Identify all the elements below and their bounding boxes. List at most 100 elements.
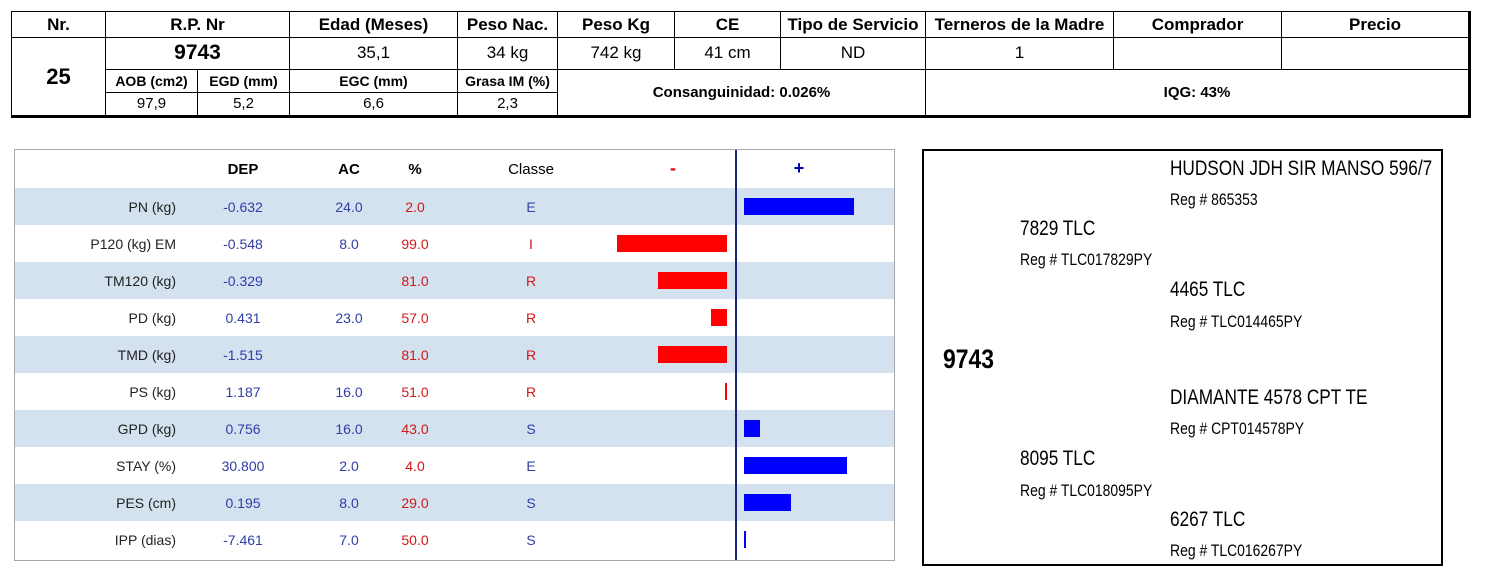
dep-row: STAY (%) 30.800 2.0 4.0 E bbox=[15, 447, 894, 484]
dam-name: 8095 TLC bbox=[1020, 447, 1096, 470]
dep-value: 1.187 bbox=[225, 384, 261, 400]
negative-bar bbox=[657, 346, 727, 363]
egd-value: 5,2 bbox=[197, 91, 290, 119]
trait-label: IPP (dias) bbox=[114, 532, 176, 548]
terneros-value: 1 bbox=[925, 37, 1114, 70]
classe-value: E bbox=[526, 458, 536, 474]
negative-bar bbox=[617, 235, 727, 252]
pedigree-panel: HUDSON JDH SIR MANSO 596/7 Reg # 865353 … bbox=[922, 149, 1443, 566]
positive-bar bbox=[744, 198, 854, 215]
classe-value: S bbox=[526, 495, 536, 511]
pct-value: 4.0 bbox=[405, 458, 425, 474]
dep-value: -0.548 bbox=[223, 236, 263, 252]
dep-value: 30.800 bbox=[221, 458, 265, 474]
comprador-value bbox=[1113, 37, 1282, 70]
classe-value: I bbox=[529, 236, 533, 252]
chart-zero-axis bbox=[735, 150, 737, 560]
classe-value: S bbox=[526, 532, 536, 548]
dam-sire-reg: Reg # CPT014578PY bbox=[1170, 419, 1305, 438]
dep-row: TM120 (kg) -0.329 81.0 R bbox=[15, 262, 894, 299]
rp-value: 9743 bbox=[105, 37, 290, 70]
dep-value: 0.431 bbox=[225, 310, 261, 326]
ac-value: 16.0 bbox=[335, 421, 363, 437]
animal-summary-table: Nr. R.P. Nr Edad (Meses) Peso Nac. Peso … bbox=[11, 10, 1471, 119]
plus-header: + bbox=[793, 158, 805, 178]
peso-nac-value: 34 kg bbox=[457, 37, 558, 70]
ce-header: CE bbox=[674, 10, 781, 39]
trait-label: PS (kg) bbox=[129, 384, 176, 400]
nr-header: Nr. bbox=[11, 10, 106, 39]
peso-nac-header: Peso Nac. bbox=[457, 10, 558, 39]
dep-row: PS (kg) 1.187 16.0 51.0 R bbox=[15, 373, 894, 410]
dam-reg: Reg # TLC018095PY bbox=[1020, 481, 1153, 500]
positive-bar bbox=[744, 420, 760, 437]
sire-sire-reg: Reg # 865353 bbox=[1170, 190, 1258, 209]
minus-header: - bbox=[670, 158, 676, 178]
trait-label: STAY (%) bbox=[116, 458, 176, 474]
pct-value: 50.0 bbox=[401, 532, 429, 548]
trait-label: PES (cm) bbox=[116, 495, 176, 511]
trait-label: TMD (kg) bbox=[117, 347, 176, 363]
positive-bar bbox=[744, 531, 747, 548]
classe-value: R bbox=[525, 347, 537, 363]
edad-header: Edad (Meses) bbox=[289, 10, 458, 39]
pct-value: 99.0 bbox=[401, 236, 429, 252]
dep-row: P120 (kg) EM -0.548 8.0 99.0 I bbox=[15, 225, 894, 262]
negative-bar bbox=[657, 272, 727, 289]
sire-dam-name: 4465 TLC bbox=[1170, 278, 1246, 301]
positive-bar bbox=[744, 494, 792, 511]
tipo-servicio-value: ND bbox=[780, 37, 926, 70]
aob-value: 97,9 bbox=[105, 91, 198, 119]
sire-sire-name: HUDSON JDH SIR MANSO 596/7 bbox=[1170, 157, 1433, 180]
pct-value: 2.0 bbox=[405, 199, 425, 215]
ac-value: 24.0 bbox=[335, 199, 363, 215]
classe-value: R bbox=[525, 310, 537, 326]
ac-value: 23.0 bbox=[335, 310, 363, 326]
dep-row: PES (cm) 0.195 8.0 29.0 S bbox=[15, 484, 894, 521]
iqg-value: IQG: 43% bbox=[925, 68, 1471, 119]
aob-header: AOB (cm2) bbox=[105, 68, 198, 93]
dep-value: -7.461 bbox=[223, 532, 263, 548]
peso-kg-header: Peso Kg bbox=[557, 10, 675, 39]
dam-dam-name: 6267 TLC bbox=[1170, 508, 1246, 531]
rp-header: R.P. Nr bbox=[105, 10, 290, 39]
dep-value: -0.329 bbox=[223, 273, 263, 289]
dep-rows: PN (kg) -0.632 24.0 2.0 E P120 (kg) EM -0.548 8… bbox=[15, 188, 894, 558]
dep-row: IPP (dias) -7.461 7.0 50.0 S bbox=[15, 521, 894, 558]
trait-label: PN (kg) bbox=[128, 199, 176, 215]
dep-value: 0.756 bbox=[225, 421, 261, 437]
nr-value: 25 bbox=[11, 37, 106, 118]
dep-value: -0.632 bbox=[223, 199, 263, 215]
subject-id: 9743 bbox=[943, 344, 995, 374]
egc-value: 6,6 bbox=[289, 91, 458, 119]
dep-chart-header: DEP AC % Classe - + bbox=[15, 150, 894, 188]
ce-value: 41 cm bbox=[674, 37, 781, 70]
precio-header: Precio bbox=[1281, 10, 1471, 39]
dep-row: PN (kg) -0.632 24.0 2.0 E bbox=[15, 188, 894, 225]
dam-sire-name: DIAMANTE 4578 CPT TE bbox=[1170, 386, 1368, 409]
trait-label: PD (kg) bbox=[128, 310, 176, 326]
dep-value: -1.515 bbox=[223, 347, 263, 363]
classe-value: R bbox=[525, 384, 537, 400]
precio-value bbox=[1281, 37, 1471, 70]
pct-value: 43.0 bbox=[401, 421, 429, 437]
edad-value: 35,1 bbox=[289, 37, 458, 70]
classe-value: R bbox=[525, 273, 537, 289]
ac-value: 8.0 bbox=[339, 236, 359, 252]
pct-value: 57.0 bbox=[401, 310, 429, 326]
peso-kg-value: 742 kg bbox=[557, 37, 675, 70]
classe-value: E bbox=[526, 199, 536, 215]
ac-value: 8.0 bbox=[339, 495, 359, 511]
ac-value: 2.0 bbox=[339, 458, 359, 474]
tipo-servicio-header: Tipo de Servicio bbox=[780, 10, 926, 39]
classe-column-header: Classe bbox=[508, 161, 554, 178]
dep-row: TMD (kg) -1.515 81.0 R bbox=[15, 336, 894, 373]
dep-value: 0.195 bbox=[225, 495, 261, 511]
egc-header: EGC (mm) bbox=[289, 68, 458, 93]
negative-bar bbox=[724, 383, 727, 400]
negative-bar bbox=[711, 309, 727, 326]
comprador-header: Comprador bbox=[1113, 10, 1282, 39]
egd-header: EGD (mm) bbox=[197, 68, 290, 93]
sire-reg: Reg # TLC017829PY bbox=[1020, 250, 1153, 269]
grasa-header: Grasa IM (%) bbox=[457, 68, 558, 93]
